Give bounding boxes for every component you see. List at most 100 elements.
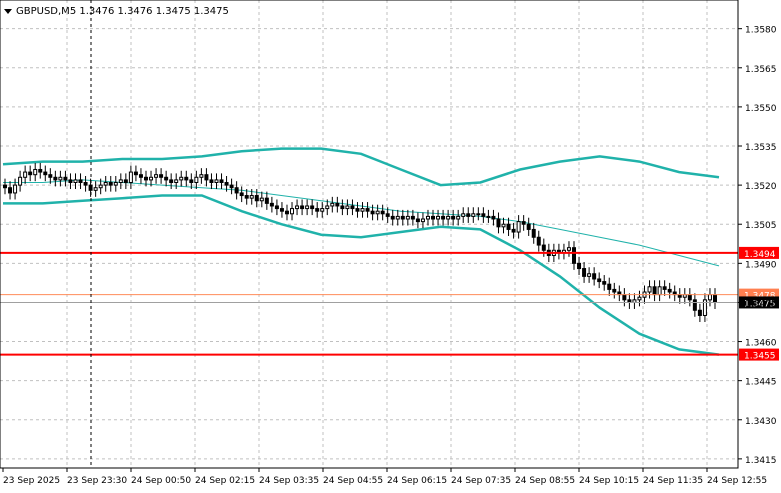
candle (78, 173, 83, 190)
candle (516, 215, 521, 239)
candle (466, 207, 471, 223)
candle (23, 165, 28, 184)
support-label-bg (739, 348, 779, 361)
candle-body (466, 213, 471, 217)
candle (441, 209, 446, 226)
candle (400, 209, 405, 226)
candle-body (441, 215, 446, 220)
candle (436, 209, 441, 226)
candle (113, 175, 118, 192)
candle-body (103, 182, 108, 186)
candle-body (274, 205, 279, 210)
candle-body (98, 184, 103, 189)
price-tick-label: 1.3430 (745, 417, 777, 427)
candle-body (3, 184, 7, 189)
candle (360, 202, 365, 218)
candle (380, 204, 385, 221)
candle-body (667, 288, 672, 293)
candle (476, 207, 481, 221)
candle-body (259, 197, 264, 202)
support-label-text: 1.3455 (744, 352, 776, 362)
candle (612, 282, 617, 299)
chart-title: GBPUSD,M5 1.3476 1.3476 1.3475 1.3475 (16, 6, 229, 17)
candle-body (697, 309, 702, 316)
candle-body (229, 184, 234, 189)
candle-body (23, 171, 28, 178)
candle (692, 293, 697, 317)
candle (647, 280, 652, 299)
candle-body (536, 236, 541, 246)
candle-body (340, 205, 345, 210)
candle-body (647, 286, 652, 293)
candle-body (451, 215, 456, 220)
candle-body (184, 176, 189, 181)
candle (315, 202, 320, 218)
candle (350, 199, 355, 216)
candle (420, 212, 425, 229)
time-tick-label: 24 Sep 08:55 (515, 476, 575, 486)
upper-band (2, 147, 720, 187)
candle (123, 173, 128, 190)
candle (662, 280, 667, 296)
candle-body (566, 247, 571, 251)
candle (320, 202, 325, 218)
price-tick-label: 1.3520 (745, 182, 777, 192)
candle-body (138, 174, 143, 178)
candle-body (420, 218, 425, 223)
candle (33, 162, 38, 182)
candle-body (446, 215, 451, 220)
time-tick-label: 24 Sep 06:15 (387, 476, 447, 486)
candle-body (702, 299, 707, 316)
resistance-price-label: 1.3494 (739, 246, 779, 260)
lower-band (3, 194, 720, 356)
candle (446, 209, 451, 226)
support-price-label: 1.3455 (739, 348, 779, 362)
candle-body (476, 213, 481, 216)
candle (209, 173, 214, 190)
candle-body (335, 202, 340, 207)
candle-body (531, 228, 536, 238)
chevron-down-icon[interactable] (4, 9, 12, 14)
candle-body (597, 278, 602, 283)
candle (58, 170, 63, 187)
candle (48, 168, 53, 184)
candle-body (28, 171, 33, 176)
candle-body (501, 223, 506, 228)
candle-body (612, 288, 617, 293)
candle-body (370, 210, 375, 215)
time-tick-label: 24 Sep 02:15 (195, 476, 255, 486)
candle (425, 209, 430, 226)
candle (169, 173, 174, 190)
candle (330, 196, 335, 213)
candle (3, 178, 7, 195)
candle-body (320, 208, 325, 212)
candle-body (375, 210, 380, 215)
candle-body (249, 195, 254, 199)
candle-body (486, 215, 491, 218)
candle (224, 175, 229, 192)
time-tick-label: 24 Sep 03:35 (259, 476, 319, 486)
price-tick-label: 1.3535 (745, 143, 777, 153)
candle-body (607, 283, 612, 290)
candle-body (410, 215, 415, 220)
candle-body (707, 294, 712, 301)
candle-body (345, 205, 350, 210)
price-tick-label: 1.3565 (745, 65, 777, 75)
candle-body (214, 179, 219, 184)
candle (154, 168, 159, 184)
candle-body (365, 208, 370, 212)
candle-body (8, 187, 13, 194)
candle (8, 181, 13, 200)
candle-body (33, 168, 38, 176)
candle (254, 189, 259, 208)
candle-body (637, 296, 642, 301)
time-tick-label: 24 Sep 10:15 (579, 476, 639, 486)
candle-body (194, 176, 199, 184)
candle (214, 173, 219, 190)
candle (531, 222, 536, 244)
candle (204, 168, 209, 187)
candle-body (461, 213, 466, 217)
